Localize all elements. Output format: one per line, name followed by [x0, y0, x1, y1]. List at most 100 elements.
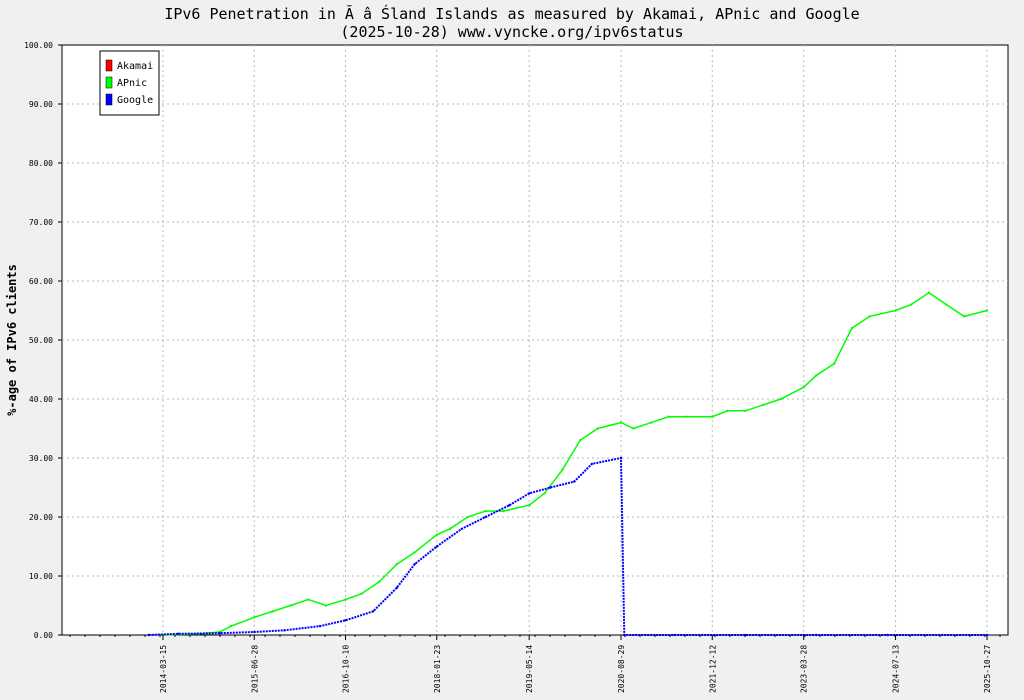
x-tick-label: 2015-06-28	[250, 645, 259, 693]
y-tick-label: 40.00	[29, 395, 53, 404]
data-point-apnic	[596, 427, 599, 430]
data-point-apnic	[253, 616, 256, 619]
chart-title: IPv6 Penetration in Ă â Śland Islands as…	[164, 4, 859, 23]
data-point-apnic	[868, 315, 871, 318]
data-point-google	[435, 545, 438, 548]
legend: Akamai APnic Google	[99, 50, 160, 116]
data-point-apnic	[619, 421, 623, 424]
y-tick-label: 20.00	[29, 513, 53, 522]
data-point-google	[413, 563, 416, 566]
y-axis-label: %-age of IPv6 clients	[5, 264, 19, 416]
data-point-apnic	[909, 303, 913, 306]
data-point-apnic	[927, 291, 931, 294]
x-tick-label: 2023-03-28	[800, 645, 809, 693]
y-tick-label: 30.00	[29, 454, 53, 463]
data-point-apnic	[962, 315, 966, 318]
data-point-apnic	[502, 509, 505, 513]
data-point-google	[673, 633, 676, 637]
data-point-apnic	[945, 303, 948, 306]
data-point-apnic	[561, 468, 564, 471]
data-point-google	[344, 619, 347, 622]
data-point-google	[147, 633, 150, 637]
grid-layer	[62, 45, 1008, 635]
data-point-apnic	[632, 427, 635, 430]
plot-area	[61, 44, 1009, 636]
y-tick-label: 50.00	[29, 336, 53, 345]
data-point-apnic	[395, 563, 398, 566]
x-tick-label: 2016-10-10	[342, 645, 351, 693]
data-point-google	[460, 527, 463, 530]
axis-layer: 0.00 10.00 20.00 30.00 40.00 50.00 60.00 70.00 8…	[24, 41, 1001, 693]
data-point-apnic	[815, 374, 818, 377]
data-point-google	[176, 632, 180, 635]
data-point-google	[528, 492, 531, 495]
x-tick-label: 2019-05-14	[525, 645, 534, 693]
data-point-google	[484, 515, 487, 519]
data-point-google	[318, 624, 322, 628]
data-point-google	[815, 633, 818, 637]
data-point-apnic	[229, 624, 233, 628]
x-tick-label: 2024-07-13	[892, 645, 901, 693]
data-point-apnic	[543, 492, 546, 495]
x-tick-label: 2014-03-15	[159, 645, 168, 693]
data-point-apnic	[435, 533, 438, 536]
data-point-google	[395, 586, 398, 589]
data-point-apnic	[413, 551, 416, 554]
data-point-apnic	[744, 409, 747, 412]
data-point-apnic	[667, 415, 670, 418]
data-point-google	[371, 610, 375, 613]
x-tick-label: 2025-10-27	[983, 645, 992, 693]
data-point-google	[549, 486, 552, 489]
y-tick-label: 60.00	[29, 277, 53, 286]
x-tick-label: 2018-01-23	[433, 645, 442, 693]
data-point-apnic	[726, 409, 729, 412]
y-tick-label: 90.00	[29, 100, 53, 109]
data-point-apnic	[579, 439, 582, 442]
data-point-google	[283, 629, 286, 632]
data-point-google	[619, 456, 623, 460]
legend-label-apnic: APnic	[117, 78, 147, 89]
legend-swatch-akamai	[105, 59, 113, 72]
y-tick-label: 70.00	[29, 218, 53, 227]
data-point-apnic	[484, 509, 487, 513]
series-layer	[147, 291, 989, 637]
legend-swatch-apnic	[105, 76, 113, 89]
data-point-apnic	[360, 592, 363, 595]
y-tick-label: 10.00	[29, 572, 53, 581]
data-point-google	[590, 462, 594, 466]
data-point-apnic	[466, 515, 469, 519]
chart-subtitle: (2025-10-28) www.vyncke.org/ipv6status	[340, 23, 683, 41]
data-point-apnic	[833, 362, 836, 365]
x-tick-label: 2021-12-12	[708, 645, 717, 693]
data-point-apnic	[650, 421, 653, 424]
data-point-apnic	[894, 309, 897, 312]
data-point-apnic	[377, 580, 381, 584]
data-point-apnic	[685, 415, 688, 418]
data-point-apnic	[344, 598, 347, 601]
data-point-apnic	[711, 415, 714, 418]
y-tick-label: 100.00	[24, 41, 53, 50]
data-point-apnic	[528, 504, 531, 507]
data-point-apnic	[324, 604, 328, 607]
data-point-apnic	[985, 309, 989, 312]
data-point-apnic	[779, 397, 783, 401]
data-point-google	[573, 480, 576, 483]
legend-label-google: Google	[117, 95, 153, 106]
data-point-google	[886, 633, 889, 637]
x-tick-label: 2020-08-29	[617, 645, 626, 693]
data-point-google	[508, 504, 511, 507]
legend-swatch-google	[105, 93, 113, 106]
data-point-apnic	[307, 598, 310, 601]
data-point-apnic	[802, 386, 805, 389]
data-point-apnic	[762, 403, 765, 407]
legend-label-akamai: Akamai	[117, 61, 153, 72]
data-point-apnic	[448, 527, 452, 530]
y-tick-label: 0.00	[34, 631, 53, 640]
data-point-apnic	[271, 610, 274, 613]
y-tick-label: 80.00	[29, 159, 53, 168]
data-point-google	[253, 630, 256, 634]
data-point-google	[218, 632, 221, 635]
data-point-apnic	[850, 327, 854, 330]
